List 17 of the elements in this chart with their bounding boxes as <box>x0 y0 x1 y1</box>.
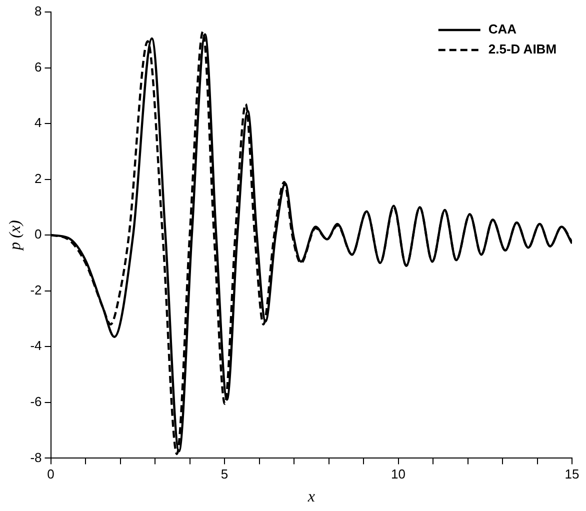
x-tick-label: 0 <box>47 466 54 482</box>
y-tick-label: 0 <box>34 226 42 242</box>
y-tick-label: 8 <box>34 4 42 19</box>
y-axis-title: p (x) <box>6 220 24 251</box>
legend-label: 2.5-D AIBM <box>488 42 557 57</box>
legend-label: CAA <box>488 22 518 37</box>
x-tick-label: 15 <box>564 466 580 482</box>
x-tick-label: 10 <box>391 466 406 482</box>
y-tick-label: 2 <box>34 170 42 186</box>
y-tick-label: 4 <box>34 115 42 130</box>
y-tick-label: -4 <box>30 338 42 354</box>
x-tick-label: 5 <box>220 466 228 482</box>
y-tick-label: -6 <box>30 394 42 410</box>
y-tick-label: 6 <box>34 59 42 74</box>
y-tick-label: -8 <box>30 450 42 465</box>
x-axis-title: x <box>306 488 315 506</box>
y-tick-label: -2 <box>30 282 42 298</box>
